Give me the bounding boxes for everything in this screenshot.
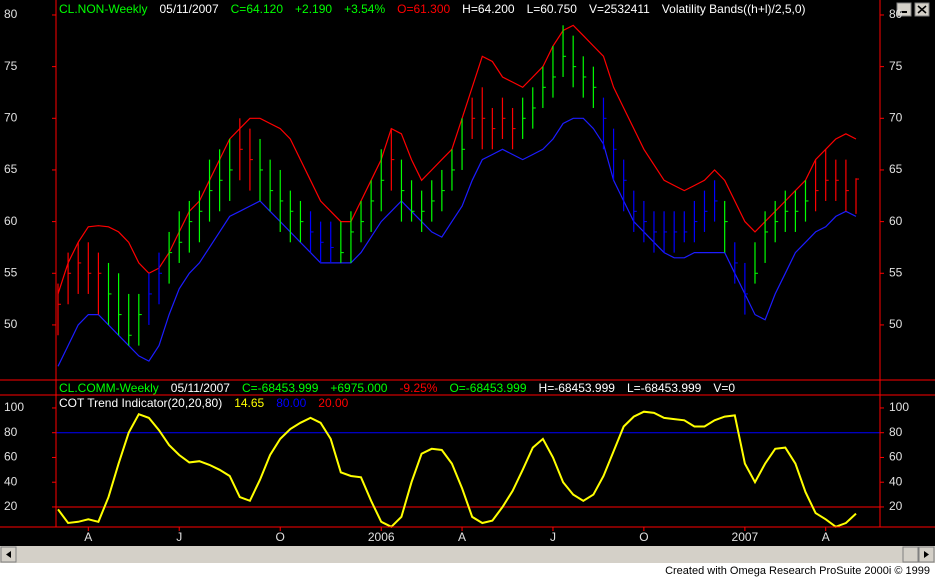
upper-band — [57, 24, 857, 295]
header-text: 05/11/2007 — [171, 381, 230, 395]
x-tick-label: O — [276, 530, 285, 544]
y-tick-label-right: 60 — [889, 214, 903, 228]
y-tick-label-right: 60 — [889, 450, 903, 464]
lower-band — [57, 117, 857, 367]
header-text: +2.190 — [295, 2, 332, 16]
header-text: O=61.300 — [397, 2, 450, 16]
x-tick-label: A — [458, 530, 466, 544]
y-tick-label: 60 — [4, 450, 18, 464]
chart-background — [0, 0, 935, 546]
x-tick-label: J — [550, 530, 556, 544]
y-tick-label-right: 100 — [889, 400, 909, 414]
y-tick-label-right: 65 — [889, 162, 903, 176]
header-text: +6975.000 — [330, 381, 387, 395]
y-tick-label-right: 55 — [889, 265, 903, 279]
header-text: Volatility Bands((h+l)/2,5,0) — [662, 2, 806, 16]
cot-line — [57, 410, 857, 529]
y-tick-label-right: 20 — [889, 499, 903, 513]
header-text: 14.65 — [234, 396, 264, 410]
header-text: V=2532411 — [589, 2, 650, 16]
y-tick-label-right: 75 — [889, 59, 903, 73]
y-tick-label: 80 — [4, 7, 18, 21]
header-text: 05/11/2007 — [159, 2, 218, 16]
y-tick-label-right: 50 — [889, 317, 903, 331]
y-tick-label: 40 — [4, 474, 18, 488]
header-text: V=0 — [713, 381, 735, 395]
header-text: COT Trend Indicator(20,20,80) — [59, 396, 222, 410]
x-tick-label: O — [639, 530, 648, 544]
header-text: H=-68453.999 — [539, 381, 616, 395]
y-tick-label: 65 — [4, 162, 18, 176]
scrollbar[interactable] — [0, 546, 935, 563]
header-text: 80.00 — [276, 396, 306, 410]
close-icon — [917, 5, 927, 14]
header-text: C=64.120 — [231, 2, 284, 16]
x-tick-label: J — [176, 530, 182, 544]
scroll-right-arrow — [924, 551, 929, 558]
header-text: L=-68453.999 — [627, 381, 702, 395]
x-tick-label: 2006 — [368, 530, 395, 544]
scroll-track[interactable] — [0, 546, 935, 563]
header-text: -9.25% — [399, 381, 437, 395]
header-text: 20.00 — [318, 396, 348, 410]
footer: Created with Omega Research ProSuite 200… — [665, 565, 930, 577]
window-buttons[interactable] — [896, 2, 930, 17]
y-tick-label: 70 — [4, 110, 18, 124]
y-tick-label: 20 — [4, 499, 18, 513]
y-tick-label-right: 40 — [889, 474, 903, 488]
x-tick-label: A — [84, 530, 92, 544]
header-text: CL.COMM-Weekly — [59, 381, 159, 395]
y-tick-label: 100 — [4, 400, 24, 414]
header-text: L=60.750 — [527, 2, 578, 16]
x-tick-label: A — [822, 530, 830, 544]
y-tick-label: 50 — [4, 317, 18, 331]
header-text: CL.NON-Weekly — [59, 2, 147, 16]
y-tick-label-right: 80 — [889, 7, 903, 21]
y-tick-label-right: 80 — [889, 425, 903, 439]
y-tick-label: 55 — [4, 265, 18, 279]
header-text: H=64.200 — [462, 2, 515, 16]
header-text: C=-68453.999 — [242, 381, 319, 395]
header-text: +3.54% — [344, 2, 385, 16]
scroll-thumb[interactable] — [902, 546, 919, 563]
y-tick-label: 60 — [4, 214, 18, 228]
y-tick-label: 75 — [4, 59, 18, 73]
y-tick-label: 80 — [4, 425, 18, 439]
scroll-left-arrow — [6, 551, 11, 558]
x-tick-label: 2007 — [732, 530, 759, 544]
y-tick-label-right: 70 — [889, 110, 903, 124]
header-text: O=-68453.999 — [449, 381, 526, 395]
